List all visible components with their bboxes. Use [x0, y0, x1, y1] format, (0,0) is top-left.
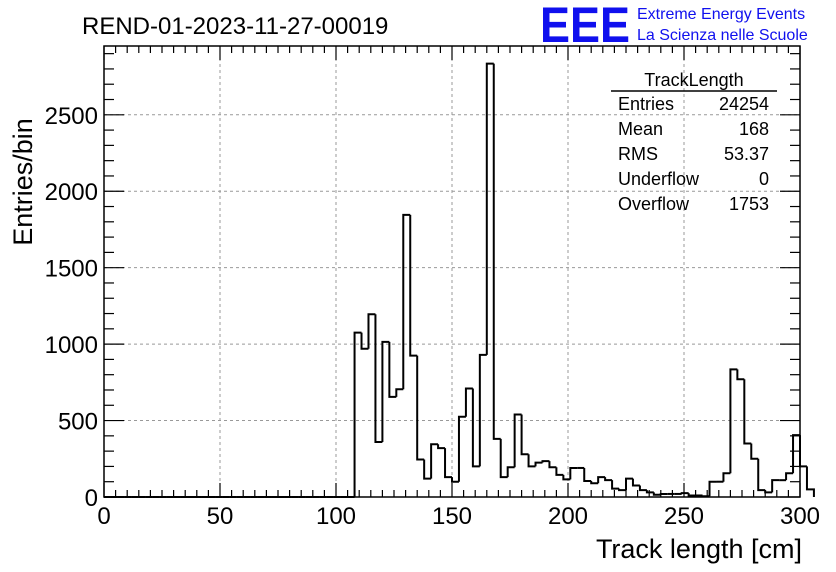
histogram-bin	[541, 460, 550, 463]
histogram-bin	[492, 63, 501, 440]
histogram-bin	[618, 488, 626, 492]
histogram-bin	[771, 479, 780, 493]
stats-value: 24254	[719, 94, 769, 114]
stats-box-title: TrackLength	[644, 70, 743, 90]
histogram-bin	[520, 414, 529, 456]
histogram-bin	[792, 434, 800, 474]
histogram-bin	[444, 448, 452, 479]
y-tick-label: 2500	[45, 103, 98, 130]
histogram-bin	[785, 472, 794, 481]
histogram-bin	[471, 388, 480, 468]
histogram-bin	[513, 413, 522, 468]
histogram-bin	[687, 493, 696, 497]
stats-value: 168	[739, 119, 769, 139]
histogram-bin	[430, 443, 439, 479]
histogram-bin	[743, 379, 752, 445]
stats-label: Overflow	[618, 194, 690, 214]
histogram-bin	[548, 461, 557, 469]
stats-rows: Entries 24254 Mean 168 RMS 53.37 Underflow 0 Ove…	[618, 94, 769, 214]
y-tick-label: 2000	[45, 179, 98, 206]
histogram-bin	[381, 340, 390, 442]
histogram-bin	[597, 476, 606, 484]
histogram-bin	[631, 478, 640, 487]
histogram-bin	[506, 466, 515, 478]
stats-label: Mean	[618, 119, 663, 139]
histogram-bin	[451, 477, 459, 483]
histogram-bin	[416, 355, 425, 461]
histogram-bin	[499, 438, 508, 479]
stats-label: RMS	[618, 144, 658, 164]
histogram-bin	[736, 369, 745, 381]
y-tick-label: 1500	[45, 256, 98, 283]
histogram-bin	[625, 477, 633, 491]
y-axis: 0 500 1000 1500 2000 2500	[45, 53, 800, 512]
histogram-bin	[659, 492, 668, 495]
histogram-bin	[478, 353, 487, 467]
histogram-bin	[402, 213, 411, 390]
y-axis-title: Entries/bin	[8, 118, 38, 246]
x-tick-label: 150	[432, 503, 472, 530]
x-tick-label: 0	[97, 503, 110, 530]
x-axis: 0 50 100 150 200 250 300	[97, 46, 820, 530]
stats-label: Underflow	[618, 169, 700, 189]
stats-value: 1753	[729, 194, 769, 214]
histogram-bin	[583, 467, 592, 482]
x-tick-label: 200	[548, 503, 588, 530]
logo-line-2: La Scienza nelle Scuole	[637, 27, 808, 44]
logo-mark: EEE	[540, 0, 630, 53]
stats-value: 53.37	[724, 144, 769, 164]
histogram-bin	[701, 495, 710, 498]
histogram-bin	[527, 454, 536, 468]
histogram-bin	[750, 443, 759, 460]
histogram-bin	[569, 466, 578, 480]
histogram-bin	[485, 62, 494, 355]
stats-box: TrackLength Entries 24254 Mean 168 RMS 53.37 U…	[611, 70, 777, 214]
histogram-bin	[395, 388, 404, 397]
histogram-bin	[708, 480, 717, 497]
eee-logo: EEE Extreme Energy Events La Scienza nel…	[540, 0, 808, 53]
histogram-bin	[409, 214, 418, 357]
histogram-bin	[611, 480, 620, 490]
logo-line-1: Extreme Energy Events	[637, 6, 805, 23]
histogram-bin	[437, 444, 446, 450]
x-tick-label: 50	[207, 503, 234, 530]
stats-value: 0	[759, 169, 769, 189]
histogram-bin	[555, 467, 564, 476]
x-axis-title: Track length [cm]	[596, 534, 802, 564]
histogram-bin	[464, 387, 473, 417]
histogram-bin	[645, 490, 654, 494]
histogram-bin	[729, 368, 738, 474]
histogram-bin	[562, 474, 571, 481]
histogram-bin	[360, 332, 369, 350]
histogram-bin	[457, 415, 466, 482]
chart-title: REND-01-2023-11-27-00019	[82, 13, 388, 40]
x-tick-label: 250	[664, 503, 704, 530]
x-tick-label: 100	[316, 503, 356, 530]
histogram-bin	[757, 458, 766, 492]
histogram-bin	[353, 331, 362, 497]
histogram-bin	[374, 314, 383, 443]
histogram-bin	[423, 459, 432, 480]
histogram-bin	[590, 480, 599, 485]
histogram-bin	[534, 461, 543, 467]
histogram-bin	[638, 485, 647, 492]
stats-label: Entries	[618, 94, 674, 114]
histogram-bin	[722, 472, 731, 482]
y-tick-label: 500	[58, 409, 98, 436]
histogram-bin	[680, 492, 689, 495]
histogram-bin	[652, 492, 661, 496]
histogram-bin	[388, 341, 397, 398]
y-tick-label: 0	[85, 485, 98, 512]
x-tick-label: 300	[780, 503, 820, 530]
histogram-bin	[604, 477, 613, 482]
histogram-bin	[805, 466, 815, 497]
y-tick-label: 1000	[45, 332, 98, 359]
grid-lines	[104, 46, 800, 497]
histogram-bin	[367, 313, 376, 349]
